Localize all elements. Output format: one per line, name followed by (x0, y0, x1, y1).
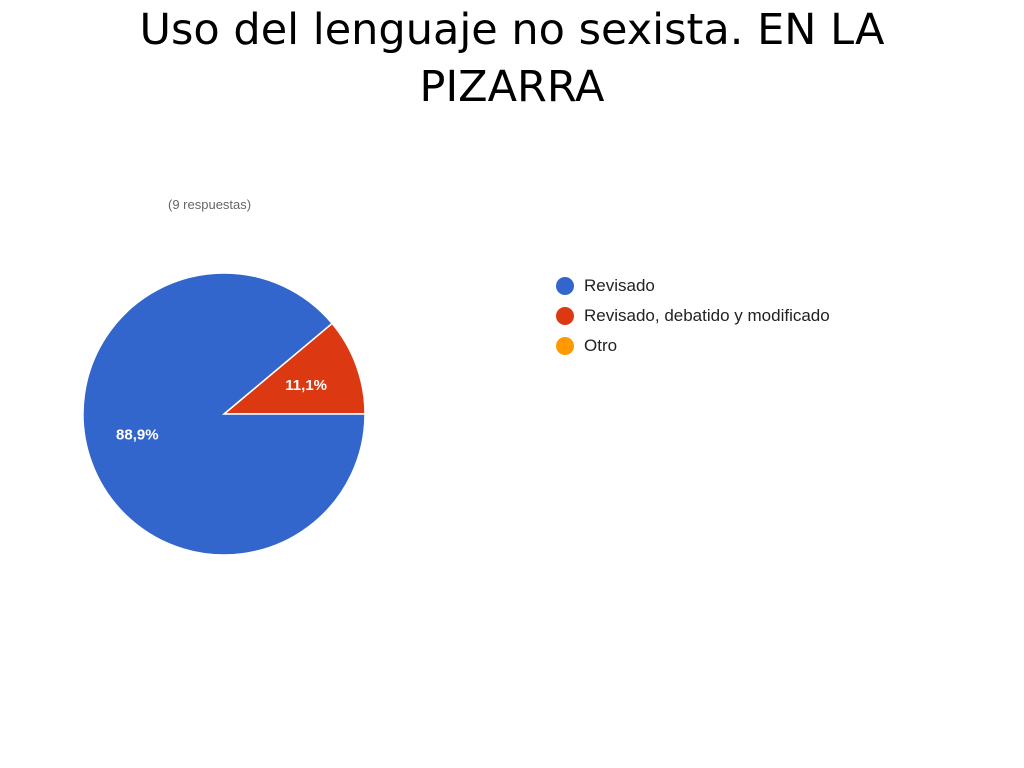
slide-title-line1: Uso del lenguaje no sexista. EN LA (139, 5, 885, 55)
legend-swatch-debatido (556, 307, 574, 325)
chart-legend: Revisado Revisado, debatido y modificado… (556, 271, 830, 361)
pie-slice-revisado (82, 272, 366, 556)
pie-slice-revisado-debatido-y-modificado (221, 322, 366, 415)
slide-title: Uso del lenguaje no sexista. EN LA PIZAR… (0, 2, 1024, 116)
legend-item-revisado: Revisado (556, 271, 830, 301)
legend-label: Revisado, debatido y modificado (584, 306, 830, 325)
legend-swatch-revisado (556, 277, 574, 295)
legend-label: Revisado (584, 276, 655, 295)
response-count: (9 respuestas) (168, 197, 252, 212)
legend-item-otro: Otro (556, 331, 830, 361)
legend-label: Otro (584, 336, 618, 355)
pie-data-label: 88,9% (116, 426, 159, 443)
legend-item-debatido: Revisado, debatido y modificado (556, 301, 830, 331)
slide-title-line2: PIZARRA (419, 62, 605, 112)
legend-swatch-otro (556, 337, 574, 355)
pie-data-label: 11,1% (285, 377, 327, 394)
